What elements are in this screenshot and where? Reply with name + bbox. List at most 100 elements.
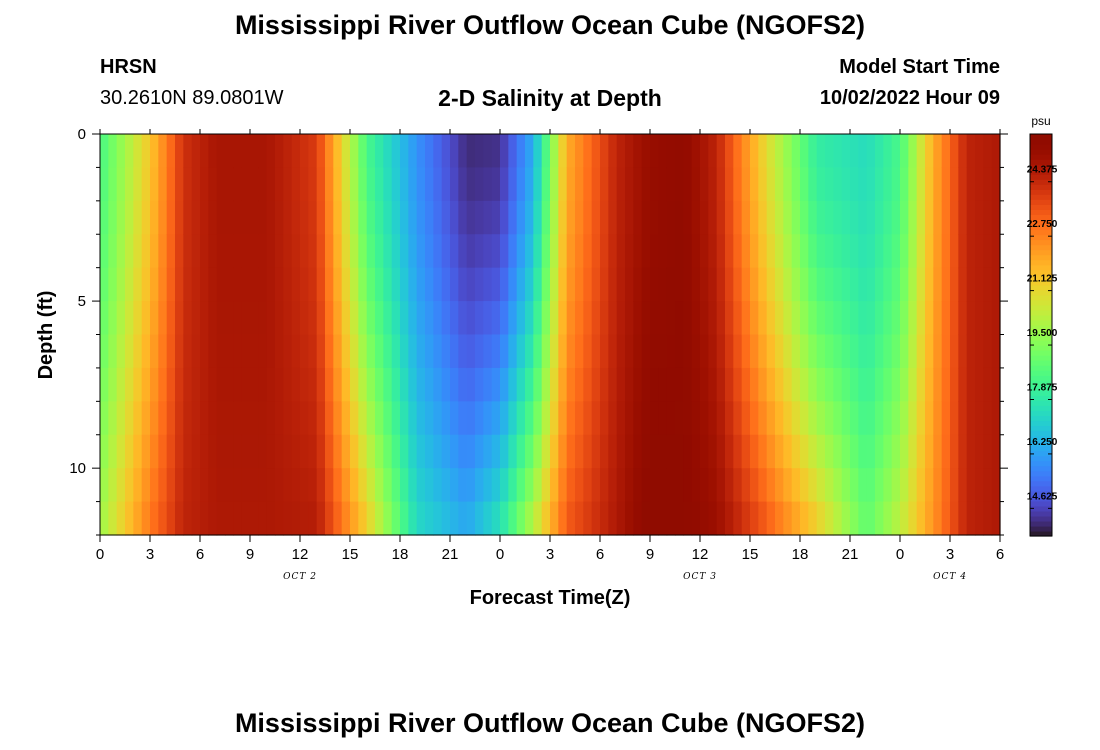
heatmap-cell — [383, 434, 393, 469]
heatmap-cell — [291, 367, 301, 402]
heatmap-cell — [441, 434, 451, 469]
heatmap-cell — [316, 167, 326, 202]
heatmap-cell — [150, 301, 159, 336]
heatmap-cell — [200, 234, 209, 269]
heatmap-cell — [400, 301, 409, 336]
heatmap-cell — [300, 301, 309, 336]
heatmap-cell — [400, 434, 409, 469]
heatmap-cell — [975, 501, 984, 536]
heatmap-cell — [775, 434, 784, 469]
heatmap-cell — [258, 468, 268, 503]
heatmap-cell — [316, 367, 326, 402]
heatmap-cell — [591, 468, 601, 503]
colorbar-segment — [1030, 239, 1052, 246]
heatmap-cell — [941, 334, 951, 369]
heatmap-cell — [916, 267, 926, 302]
heatmap-cell — [341, 367, 351, 402]
heatmap-cell — [375, 401, 384, 436]
heatmap-cell — [566, 434, 576, 469]
heatmap-cell — [516, 234, 526, 269]
heatmap-cell — [733, 267, 743, 302]
heatmap-cell — [841, 468, 851, 503]
heatmap-cell — [108, 334, 118, 369]
heatmap-cell — [525, 334, 534, 369]
heatmap-cell — [216, 334, 226, 369]
heatmap-cell — [391, 501, 401, 536]
heatmap-cell — [600, 200, 609, 235]
heatmap-cell — [875, 234, 884, 269]
heatmap-cell — [283, 468, 293, 503]
colorbar-segment — [1030, 530, 1052, 537]
heatmap-cell — [125, 301, 134, 336]
heatmap-cell — [566, 267, 576, 302]
heatmap-cell — [808, 134, 818, 169]
heatmap-cell — [808, 200, 818, 235]
heatmap-cell — [916, 401, 926, 436]
heatmap-cell — [766, 234, 776, 269]
heatmap-cell — [191, 434, 201, 469]
heatmap-cell — [683, 301, 693, 336]
x-tick-label: 18 — [392, 546, 409, 563]
colorbar-segment — [1030, 199, 1052, 205]
heatmap-cell — [575, 334, 584, 369]
heatmap-cell — [191, 401, 201, 436]
heatmap-cell — [600, 367, 609, 402]
heatmap-cell — [208, 468, 218, 503]
heatmap-cell — [583, 334, 593, 369]
heatmap-cell — [200, 200, 209, 235]
heatmap-cell — [483, 434, 493, 469]
colorbar-segment — [1030, 500, 1052, 507]
heatmap-cell — [658, 301, 668, 336]
heatmap-cell — [416, 434, 426, 469]
heatmap-cell — [941, 401, 951, 436]
heatmap-cell — [300, 468, 309, 503]
heatmap-cell — [308, 434, 318, 469]
heatmap-cell — [558, 167, 568, 202]
heatmap-cell — [250, 367, 259, 402]
heatmap-cell — [600, 267, 609, 302]
heatmap-cell — [616, 267, 626, 302]
heatmap-cell — [758, 401, 768, 436]
heatmap-cell — [975, 468, 984, 503]
heatmap-cell — [466, 501, 476, 536]
heatmap-cell — [100, 167, 109, 202]
heatmap-cell — [258, 301, 268, 336]
heatmap-cell — [216, 434, 226, 469]
heatmap-cell — [608, 334, 618, 369]
heatmap-cell — [525, 434, 534, 469]
heatmap-cell — [508, 167, 518, 202]
colorbar-segment — [1030, 204, 1052, 210]
heatmap-cell — [950, 501, 959, 536]
heatmap-cell — [641, 334, 651, 369]
heatmap-cell — [508, 267, 518, 302]
colorbar-segment — [1030, 139, 1052, 145]
heatmap-cell — [866, 401, 876, 436]
heatmap-cell — [783, 434, 793, 469]
heatmap-cell — [975, 134, 984, 169]
heatmap-cell — [800, 267, 809, 302]
heatmap-cell — [541, 401, 551, 436]
x-tick-label: 21 — [842, 546, 859, 563]
heatmap-cell — [991, 468, 1001, 503]
heatmap-cell — [516, 334, 526, 369]
heatmap-cell — [725, 468, 734, 503]
heatmap-cell — [375, 200, 384, 235]
heatmap-cell — [491, 134, 501, 169]
heatmap-cell — [375, 334, 384, 369]
heatmap-cell — [900, 468, 909, 503]
heatmap-cell — [800, 468, 809, 503]
heatmap-cell — [816, 401, 826, 436]
heatmap-cell — [841, 134, 851, 169]
heatmap-cell — [908, 167, 918, 202]
heatmap-cell — [658, 367, 668, 402]
heatmap-cell — [441, 301, 451, 336]
heatmap-cell — [925, 434, 934, 469]
heatmap-cell — [583, 401, 593, 436]
heatmap-cell — [950, 267, 959, 302]
heatmap-cell — [783, 134, 793, 169]
heatmap-cell — [175, 501, 184, 536]
heatmap-cell — [258, 434, 268, 469]
heatmap-cell — [308, 468, 318, 503]
heatmap-cell — [975, 367, 984, 402]
heatmap-cell — [616, 167, 626, 202]
